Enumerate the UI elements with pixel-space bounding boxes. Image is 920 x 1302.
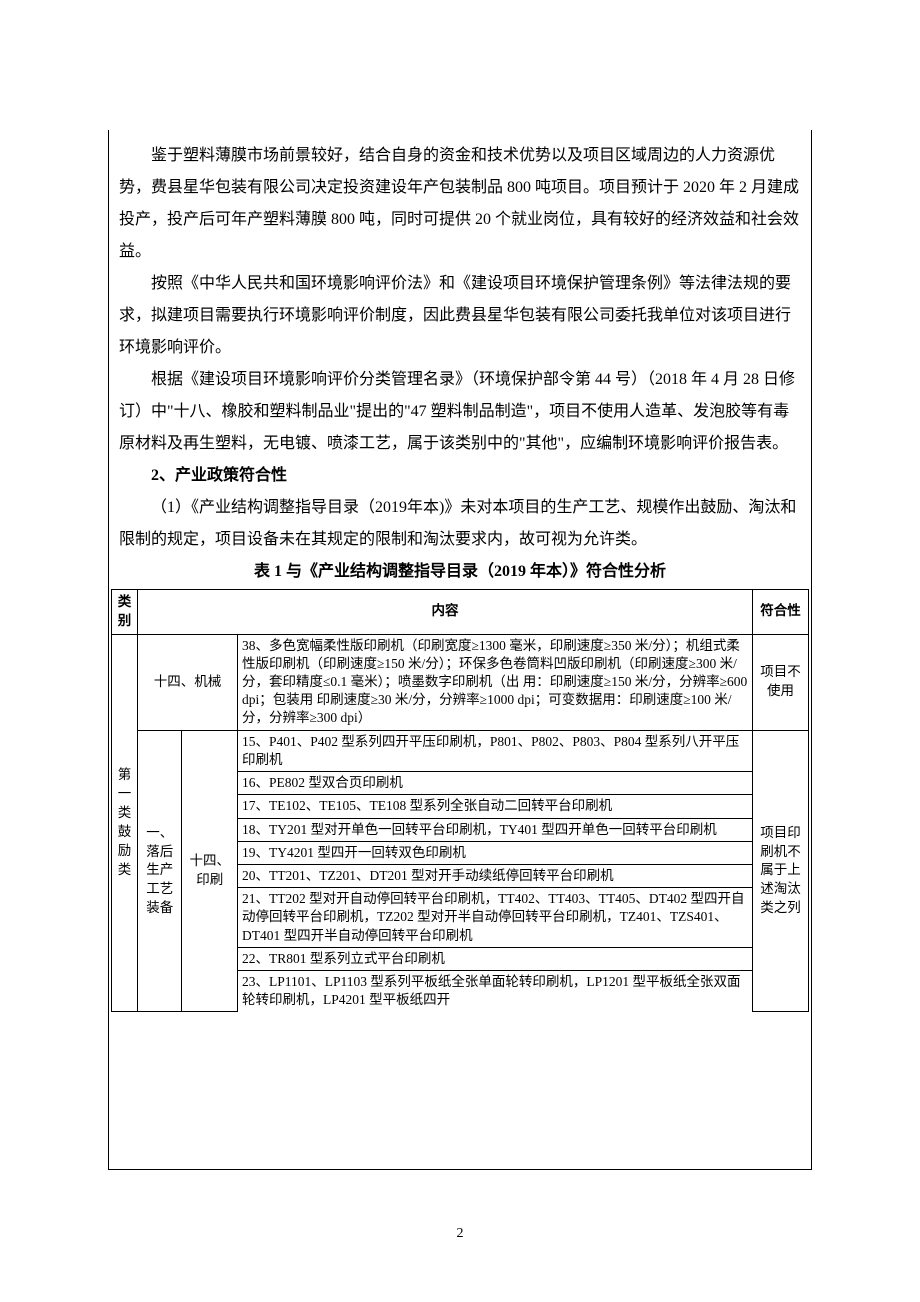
paragraph-4: （1）《产业结构调整指导目录（2019年本)》未对本项目的生产工艺、规模作出鼓励…	[109, 492, 811, 556]
table-row: 第一类 鼓励类 十四、机械 38、多色宽幅柔性版印刷机（印刷宽度≥1300 毫米…	[112, 634, 809, 730]
cell-cat-a: 十四、机械	[138, 634, 238, 730]
conformity-table: 类别 内容 符合性 第一类 鼓励类 十四、机械 38、多色宽幅柔性版印刷机（印刷…	[111, 589, 809, 1012]
cell-detail-16: 16、PE802 型双合页印刷机	[238, 772, 753, 795]
cell-detail-20: 20、TT201、TZ201、DT201 型对开手动续纸停回转平台印刷机	[238, 864, 753, 887]
cell-detail-21: 21、TT202 型对开自动停回转平台印刷机，TT402、TT403、TT405…	[238, 888, 753, 948]
paragraph-1: 鉴于塑料薄膜市场前景较好，结合自身的资金和技术优势以及项目区域周边的人力资源优势…	[109, 130, 811, 268]
cell-detail-23: 23、LP1101、LP1103 型系列平板纸全张单面轮转印刷机，LP1201 …	[238, 971, 753, 1012]
cell-detail-18: 18、TY201 型对开单色一回转平台印刷机，TY401 型四开单色一回转平台印…	[238, 818, 753, 841]
th-conformity: 符合性	[753, 589, 809, 634]
cell-cat-b1: 一、落后生产工艺装备	[138, 730, 182, 1011]
cell-cat-b2: 十四、印刷	[182, 730, 238, 1011]
cell-conf-b: 项目印刷机不属于上述淘汰类之列	[753, 730, 809, 1011]
th-category: 类别	[112, 589, 138, 634]
th-content: 内容	[138, 589, 753, 634]
cell-detail-38: 38、多色宽幅柔性版印刷机（印刷宽度≥1300 毫米，印刷速度≥350 米/分）…	[238, 634, 753, 730]
table-caption: 表 1 与《产业结构调整指导目录（2019 年本）》符合性分析	[109, 556, 811, 589]
cell-detail-22: 22、TR801 型系列立式平台印刷机	[238, 947, 753, 970]
paragraph-2: 按照《中华人民共和国环境影响评价法》和《建设项目环境保护管理条例》等法律法规的要…	[109, 268, 811, 364]
cell-detail-15: 15、P401、P402 型系列四开平压印刷机，P801、P802、P803、P…	[238, 730, 753, 771]
table-row: 一、落后生产工艺装备 十四、印刷 15、P401、P402 型系列四开平压印刷机…	[112, 730, 809, 771]
heading-policy: 2、产业政策符合性	[109, 460, 811, 492]
page-number: 2	[0, 1226, 920, 1242]
cell-cat-main: 第一类 鼓励类	[112, 634, 138, 1011]
paragraph-3: 根据《建设项目环境影响评价分类管理名录》（环境保护部令第 44 号）（2018 …	[109, 364, 811, 460]
document-frame: 鉴于塑料薄膜市场前景较好，结合自身的资金和技术优势以及项目区域周边的人力资源优势…	[108, 130, 812, 1170]
cell-conf-a: 项目不使用	[753, 634, 809, 730]
cell-detail-17: 17、TE102、TE105、TE108 型系列全张自动二回转平台印刷机	[238, 795, 753, 818]
cell-detail-19: 19、TY4201 型四开一回转双色印刷机	[238, 841, 753, 864]
table-header-row: 类别 内容 符合性	[112, 589, 809, 634]
